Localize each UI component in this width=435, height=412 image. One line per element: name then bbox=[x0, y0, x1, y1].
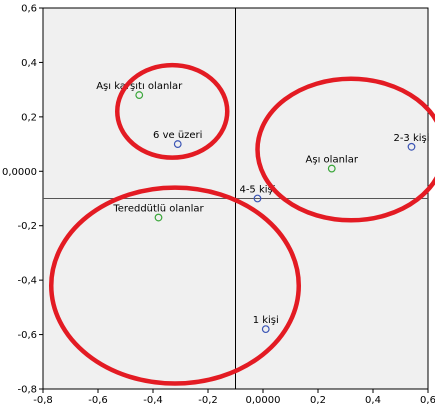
point-label: 1 kişi bbox=[253, 315, 279, 326]
point-label: 6 ve üzeri bbox=[153, 130, 202, 141]
red-ellipses bbox=[49, 62, 435, 386]
x-axis-ticks: -0,8 -0,6 -0,4 -0,2 0,0000 0,2 0,4 0,6 bbox=[33, 389, 435, 406]
x-tick-label: -0,4 bbox=[143, 395, 163, 406]
data-point bbox=[173, 140, 182, 148]
annotation-ellipse bbox=[255, 76, 435, 223]
annotation-ellipse bbox=[115, 62, 230, 160]
data-point bbox=[135, 91, 144, 99]
data-point bbox=[253, 194, 262, 203]
x-tick-label: -0,6 bbox=[88, 395, 108, 406]
y-axis-ticks: 0,6 0,4 0,2 0,0000 -0,2 -0,4 -0,6 -0,8 bbox=[2, 4, 43, 396]
x-tick-label: 0,4 bbox=[365, 395, 381, 406]
x-tick-label: -0,8 bbox=[33, 395, 53, 406]
data-point bbox=[327, 164, 336, 173]
y-tick-label: 0,2 bbox=[21, 112, 37, 123]
y-tick-label: -0,2 bbox=[17, 221, 37, 232]
x-tick-label: -0,2 bbox=[198, 395, 218, 406]
annotation-ellipse bbox=[49, 185, 301, 386]
x-tick-label: 0,0000 bbox=[246, 395, 281, 406]
point-label: Aşı karşıtı olanlar bbox=[96, 81, 183, 92]
x-tick-label: 0,6 bbox=[420, 395, 435, 406]
x-tick-label: 0,2 bbox=[310, 395, 326, 406]
data-points bbox=[135, 91, 416, 334]
point-labels: 6 ve üzeri 2-3 kişi 4-5 kişi 1 kişi Aşı karş… bbox=[96, 81, 429, 326]
y-tick-label: -0,8 bbox=[17, 385, 37, 396]
y-tick-label: -0,4 bbox=[17, 276, 37, 287]
point-label: 4-5 kişi bbox=[239, 185, 275, 196]
y-tick-label: 0,0000 bbox=[2, 167, 37, 178]
point-label: Aşı olanlar bbox=[306, 155, 359, 166]
data-point bbox=[261, 325, 270, 334]
y-tick-label: 0,6 bbox=[21, 4, 37, 15]
point-label: 2-3 kişi bbox=[393, 133, 429, 144]
y-tick-label: 0,4 bbox=[21, 58, 37, 69]
data-point bbox=[407, 142, 416, 151]
point-label: Tereddütlü olanlar bbox=[112, 204, 204, 215]
y-tick-label: -0,6 bbox=[17, 330, 37, 341]
data-point bbox=[154, 213, 163, 222]
